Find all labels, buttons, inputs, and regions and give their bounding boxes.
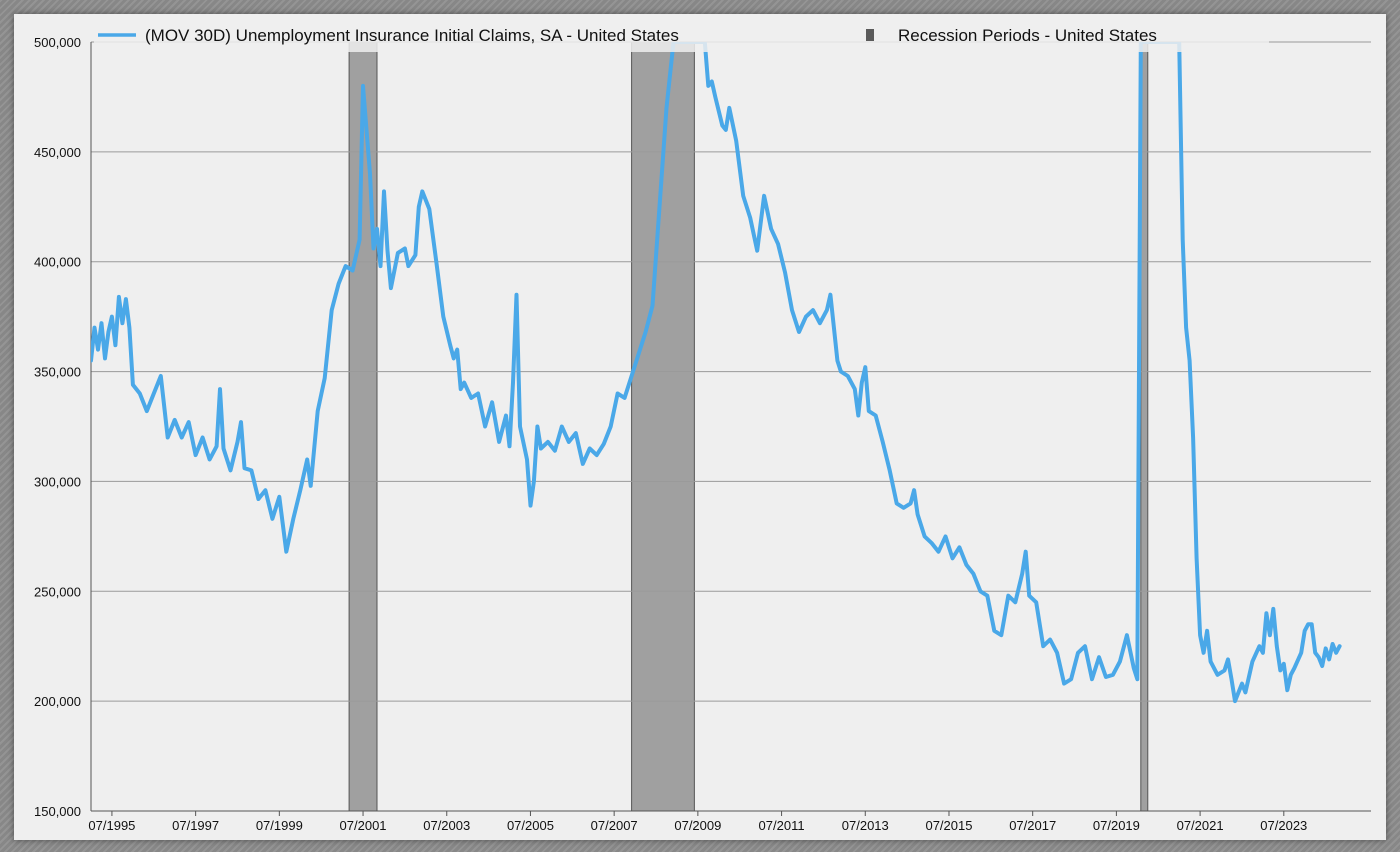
axis-layer: 150,000 200,000 250,000 300,000 350,000 400,0… xyxy=(34,35,1371,833)
x-tick-label: 07/2011 xyxy=(759,818,805,833)
x-tick-label: 07/2019 xyxy=(1093,818,1140,833)
x-tick-label: 07/2023 xyxy=(1260,818,1307,833)
x-tick-label: 07/2013 xyxy=(842,818,889,833)
y-tick-label: 200,000 xyxy=(34,694,81,709)
recession-layer xyxy=(348,41,1149,812)
x-tick-label: 07/2021 xyxy=(1177,818,1224,833)
series-line xyxy=(91,42,1342,704)
legend-label-recession: Recession Periods - United States xyxy=(898,26,1157,45)
y-tick-label: 150,000 xyxy=(34,804,81,819)
y-tick-label: 300,000 xyxy=(34,474,81,489)
legend: (MOV 30D) Unemployment Insurance Initial… xyxy=(94,20,1269,52)
x-tick-label: 07/2015 xyxy=(925,818,972,833)
x-tick-label: 07/2005 xyxy=(507,818,554,833)
x-tick-label: 07/1997 xyxy=(172,818,219,833)
x-tick-label: 07/1999 xyxy=(256,818,303,833)
y-tick-label: 350,000 xyxy=(34,365,81,380)
x-tick-label: 07/2001 xyxy=(340,818,387,833)
x-tick-label: 07/1995 xyxy=(88,818,135,833)
x-tick-label: 07/2007 xyxy=(591,818,638,833)
series-layer xyxy=(91,42,1342,704)
y-tick-label: 500,000 xyxy=(34,35,81,50)
legend-background xyxy=(94,20,1269,52)
y-tick-label: 250,000 xyxy=(34,584,81,599)
x-tick-label: 07/2017 xyxy=(1009,818,1056,833)
chart-svg: 150,000 200,000 250,000 300,000 350,000 400,0… xyxy=(34,20,1371,833)
y-tick-label: 400,000 xyxy=(34,255,81,270)
y-tick-label: 450,000 xyxy=(34,145,81,160)
chart-panel: 150,000 200,000 250,000 300,000 350,000 400,0… xyxy=(14,14,1386,840)
x-tick-label: 07/2003 xyxy=(423,818,470,833)
legend-square-swatch xyxy=(866,29,874,41)
x-tick-label: 07/2009 xyxy=(674,818,721,833)
legend-label-claims: (MOV 30D) Unemployment Insurance Initial… xyxy=(145,26,679,45)
